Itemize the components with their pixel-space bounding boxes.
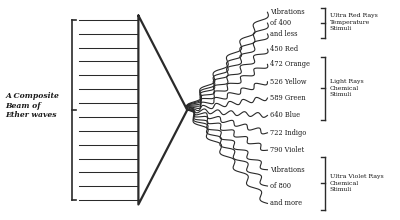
- Text: Light Rays
Chemical
Stimuli: Light Rays Chemical Stimuli: [330, 79, 364, 97]
- Text: and more: and more: [270, 199, 302, 207]
- Text: 640 Blue: 640 Blue: [270, 112, 300, 119]
- Text: 589 Green: 589 Green: [270, 94, 306, 102]
- Text: 450 Red: 450 Red: [270, 45, 298, 53]
- Text: of 400: of 400: [270, 19, 291, 27]
- Text: Ultra Violet Rays
Chemical
Stimuli: Ultra Violet Rays Chemical Stimuli: [330, 174, 384, 192]
- Text: Vibrations: Vibrations: [270, 8, 305, 16]
- Text: Ultra Red Rays
Temperature
Stimuli: Ultra Red Rays Temperature Stimuli: [330, 13, 378, 31]
- Text: 472 Orange: 472 Orange: [270, 60, 310, 68]
- Text: 790 Violet: 790 Violet: [270, 146, 304, 154]
- Text: of 800: of 800: [270, 182, 291, 190]
- Text: 722 Indigo: 722 Indigo: [270, 129, 306, 137]
- Text: and less: and less: [270, 30, 298, 38]
- Text: Vibrations: Vibrations: [270, 166, 305, 174]
- Text: A Composite
Beam of
Ether waves: A Composite Beam of Ether waves: [5, 92, 59, 119]
- Text: 526 Yellow: 526 Yellow: [270, 78, 307, 86]
